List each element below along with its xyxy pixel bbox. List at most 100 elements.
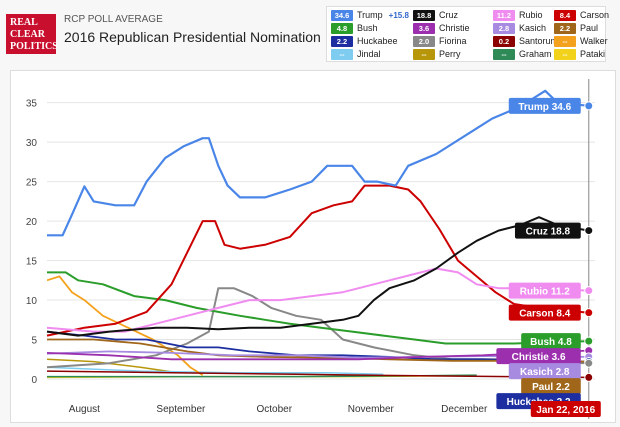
data-label-bg	[521, 378, 581, 395]
legend-item-pataki[interactable]: -- Pataki	[554, 48, 605, 60]
y-tick-label: 0	[31, 375, 37, 386]
legend-name: Jindal	[357, 49, 381, 59]
logo-line: REAL	[10, 17, 38, 28]
legend-item-perry[interactable]: -- Perry	[413, 48, 461, 60]
y-tick-label: 10	[26, 296, 38, 307]
legend-item-christie[interactable]: 3.6 Christie	[413, 22, 470, 34]
legend-name: Rubio	[519, 10, 543, 20]
series-line-walker	[46, 275, 204, 376]
legend-value: --	[331, 48, 353, 60]
legend-value: 11.2	[493, 9, 515, 21]
legend-item-trump[interactable]: 34.6 Trump +15.8	[331, 9, 409, 21]
legend-name: Graham	[519, 49, 552, 59]
data-label-bg	[496, 348, 581, 365]
legend-name: Bush	[357, 23, 378, 33]
series-line-perry	[46, 358, 178, 374]
data-label-bg	[508, 304, 581, 321]
y-tick-label: 5	[31, 336, 37, 347]
legend-name: Walker	[580, 36, 608, 46]
legend-name: Pataki	[580, 49, 606, 59]
legend-item-fiorina[interactable]: 2.0 Fiorina	[413, 35, 467, 47]
legend-item-rubio[interactable]: 11.2 Rubio	[493, 9, 543, 21]
legend-value: --	[554, 35, 576, 47]
data-label-christie: Christie 3.6	[512, 352, 566, 363]
data-label-paul: Paul 2.2	[532, 382, 570, 393]
legend-value: --	[554, 48, 576, 60]
series-end-dot	[584, 336, 594, 346]
data-label-cruz: Cruz 18.8	[526, 227, 571, 238]
logo-line: POLITICS	[10, 41, 58, 52]
y-tick-label: 35	[26, 99, 38, 110]
legend-name: Carson	[580, 10, 610, 20]
legend-value: 2.8	[493, 22, 515, 34]
legend-value: --	[413, 48, 435, 60]
series-end-dot	[584, 372, 594, 382]
y-tick-label: 25	[26, 178, 38, 189]
series-line-bush	[47, 271, 589, 345]
x-tick-label: October	[257, 404, 293, 415]
legend-change: +15.8	[388, 10, 409, 20]
legend-value: 2.2	[554, 22, 576, 34]
series-line-santorum	[46, 370, 589, 379]
x-tick-label: September	[156, 404, 206, 415]
data-label-bg	[508, 282, 581, 299]
legend-name: Santorum	[519, 36, 559, 46]
data-label-trump: Trump 34.6	[518, 102, 571, 113]
legend-value: 2.0	[413, 35, 435, 47]
legend-value: 4.8	[331, 22, 353, 34]
rcp-logo[interactable]: REAL CLEAR POLITICS	[6, 14, 58, 54]
header: REAL CLEAR POLITICS RCP POLL AVERAGE 201…	[0, 0, 620, 66]
legend-item-paul[interactable]: 2.2 Paul	[554, 22, 598, 34]
series-end-dot	[584, 358, 594, 368]
poll-average-label: RCP POLL AVERAGE	[64, 14, 163, 25]
data-label-bush: Bush 4.8	[530, 337, 572, 348]
legend-name: Christie	[439, 23, 470, 33]
chart-area[interactable]: 0 5 10 15 20 25 30 35 August September October Nove…	[10, 70, 616, 423]
series-end-dot	[584, 226, 594, 236]
x-tick-label: August	[69, 404, 100, 415]
current-date-badge	[530, 401, 601, 417]
y-tick-label: 15	[26, 257, 38, 268]
legend-item-kasich[interactable]: 2.8 Kasich	[493, 22, 546, 34]
current-date-label: Jan 22, 2016	[536, 405, 595, 416]
y-tick-label: 30	[26, 138, 38, 149]
legend-value: 2.2	[331, 35, 353, 47]
data-label-kasich: Kasich 2.8	[520, 367, 570, 378]
series-end-dot	[584, 308, 594, 318]
series-line-rubio	[46, 267, 589, 333]
line-chart[interactable]: 0 5 10 15 20 25 30 35 August September October Nove…	[11, 71, 615, 422]
legend-item-walker[interactable]: -- Walker	[554, 35, 608, 47]
series-end-dot	[584, 286, 594, 296]
series-line-paul	[47, 338, 589, 363]
data-label-bg	[508, 97, 581, 114]
x-tick-label: November	[348, 404, 395, 415]
chart-title: 2016 Republican Presidential Nomination	[64, 29, 321, 45]
legend-name: Paul	[580, 23, 599, 33]
legend-value: 18.8	[413, 9, 435, 21]
legend-item-santorum[interactable]: 0.2 Santorum	[493, 35, 558, 47]
legend-item-carson[interactable]: 8.4 Carson	[554, 9, 609, 21]
legend: 34.6 Trump +15.8 4.8 Bush 2.2 Huckabee -- Jindal…	[326, 6, 609, 62]
legend-name: Perry	[439, 49, 461, 59]
legend-name: Kasich	[519, 23, 547, 33]
data-label-bg	[508, 363, 581, 380]
series-line-jindal	[46, 366, 384, 376]
logo-line: CLEAR	[10, 29, 46, 40]
series-line-cruz	[46, 216, 589, 337]
data-label-rubio: Rubio 11.2	[520, 287, 570, 298]
legend-value: 3.6	[413, 22, 435, 34]
legend-item-bush[interactable]: 4.8 Bush	[331, 22, 378, 34]
data-label-carson: Carson 8.4	[519, 309, 571, 320]
series-line-carson	[46, 184, 589, 337]
data-label-bg	[521, 333, 581, 350]
legend-name: Huckabee	[357, 36, 398, 46]
x-tick-label: December	[441, 404, 488, 415]
legend-value: 8.4	[554, 9, 576, 21]
legend-item-cruz[interactable]: 18.8 Cruz	[413, 9, 458, 21]
legend-name: Cruz	[439, 10, 459, 20]
legend-item-huckabee[interactable]: 2.2 Huckabee	[331, 35, 398, 47]
legend-item-jindal[interactable]: -- Jindal	[331, 48, 381, 60]
legend-item-graham[interactable]: -- Graham	[493, 48, 552, 60]
legend-name: Trump	[357, 10, 383, 20]
data-label-bg	[514, 222, 581, 239]
